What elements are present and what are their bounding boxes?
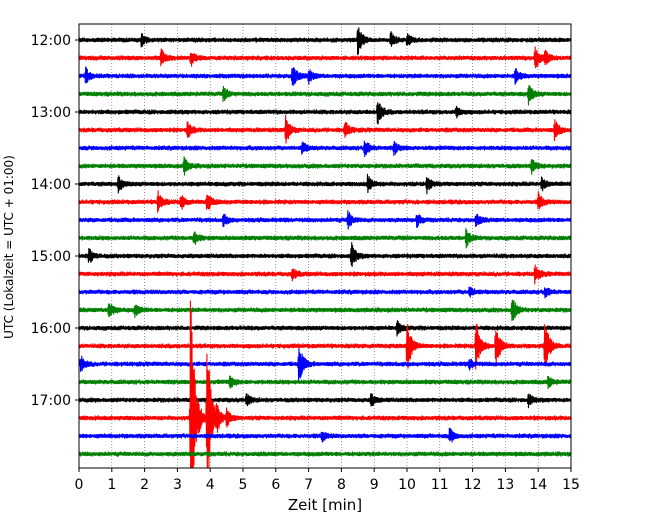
y-tick-label: 15:00 <box>31 249 71 265</box>
y-tick-label: 14:00 <box>31 177 71 193</box>
x-tick-label: 13 <box>496 477 514 493</box>
trace-row-1630 <box>79 348 571 384</box>
x-tick-label: 5 <box>239 477 248 493</box>
seismic-traces <box>79 27 571 468</box>
trace-row-1215 <box>79 46 571 69</box>
plot-frame <box>78 23 572 469</box>
y-tick-label: 17:00 <box>31 393 71 409</box>
x-axis-label: Zeit [min] <box>288 496 362 514</box>
x-tick-label: 6 <box>271 477 280 493</box>
trace-row-1515 <box>79 264 571 285</box>
x-tick-label: 3 <box>173 477 182 493</box>
x-tick-label: 10 <box>398 477 416 493</box>
x-axis-ticks: 0 1 2 3 4 5 6 7 8 9 10 11 12 13 14 15 <box>75 468 580 493</box>
trace-row-1415 <box>79 190 571 213</box>
x-tick-label: 7 <box>304 477 313 493</box>
x-tick-label: 11 <box>431 477 449 493</box>
x-tick-label: 0 <box>75 477 84 493</box>
x-tick-label: 2 <box>140 477 149 493</box>
x-tick-label: 8 <box>337 477 346 493</box>
trace-row-1615 <box>79 323 571 370</box>
trace-row-1730 <box>79 427 571 443</box>
trace-row-1545 <box>79 299 571 322</box>
y-tick-label: 13:00 <box>31 105 71 121</box>
grid-lines <box>111 24 539 468</box>
trace-row-1600 <box>79 320 571 337</box>
trace-row-1330 <box>79 140 571 158</box>
y-axis-ticks: 12:00 13:00 14:00 15:00 16:00 17:00 <box>31 33 79 409</box>
y-tick-label: 16:00 <box>31 321 71 337</box>
x-tick-label: 14 <box>529 477 547 493</box>
x-tick-label: 1 <box>107 477 116 493</box>
y-tick-label: 12:00 <box>31 33 71 49</box>
trace-row-1245 <box>79 85 571 106</box>
trace-row-1530 <box>79 286 571 299</box>
trace-row-1645 <box>79 375 571 389</box>
trace-row-1500 <box>79 242 571 267</box>
trace-row-1345 <box>79 156 571 176</box>
x-tick-label: 12 <box>464 477 482 493</box>
trace-row-1445 <box>79 228 571 249</box>
trace-row-1400 <box>79 173 571 195</box>
x-tick-label: 9 <box>370 477 379 493</box>
trace-row-1200 <box>79 27 571 56</box>
trace-row-1300 <box>79 102 571 125</box>
trace-row-1745 <box>79 451 571 457</box>
trace-row-1430 <box>79 210 571 230</box>
trace-row-1230 <box>79 66 571 86</box>
x-tick-label: 4 <box>206 477 215 493</box>
x-tick-label: 15 <box>562 477 580 493</box>
trace-row-1700 <box>79 393 571 409</box>
trace-row-1715 <box>79 300 571 468</box>
trace-row-1315 <box>79 114 571 144</box>
y-axis-label: UTC (Lokalzeit = UTC + 01:00) <box>2 155 16 339</box>
